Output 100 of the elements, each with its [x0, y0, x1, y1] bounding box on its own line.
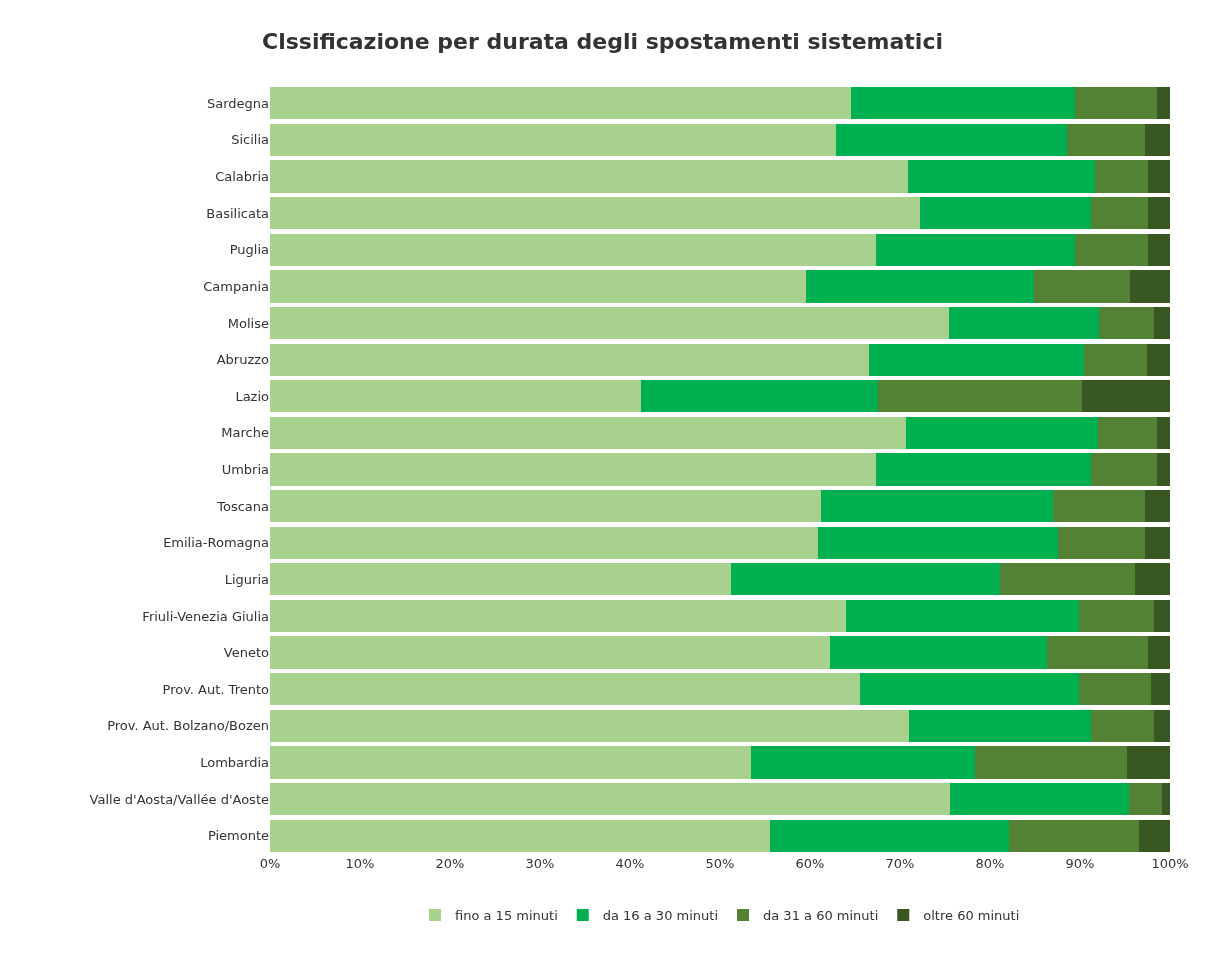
bar	[820, 490, 1053, 523]
bar	[270, 709, 909, 742]
x-tick-label: 50%	[705, 856, 735, 871]
y-tick-label: Puglia	[229, 242, 269, 258]
bar	[270, 782, 950, 816]
bar	[270, 343, 870, 376]
bar	[1129, 270, 1170, 303]
bar	[270, 87, 852, 120]
bar	[270, 416, 907, 449]
y-tick-label: Marche	[221, 425, 269, 441]
bar	[1151, 673, 1170, 706]
bar	[270, 599, 846, 633]
x-tick-label: 100%	[1151, 856, 1189, 871]
bar	[640, 380, 879, 413]
bar	[1153, 306, 1170, 340]
bar	[270, 490, 821, 523]
bar	[1148, 160, 1170, 193]
bar	[1034, 270, 1130, 303]
y-tick-label: Emilia-Romagna	[163, 535, 269, 551]
x-tick-label: 90%	[1065, 856, 1095, 871]
bar	[909, 709, 1091, 742]
bar	[1146, 343, 1170, 376]
bar	[908, 160, 1096, 193]
bar	[818, 526, 1059, 559]
bar	[919, 197, 1091, 230]
bar	[270, 233, 876, 266]
bar	[1126, 746, 1170, 779]
bar	[1134, 563, 1170, 596]
y-tick-label: Calabria	[215, 169, 269, 185]
x-tick-label: 0%	[259, 856, 281, 871]
bar	[270, 673, 861, 706]
x-tick-label: 40%	[615, 856, 645, 871]
bar	[270, 123, 837, 157]
bar	[270, 160, 909, 193]
bar	[1090, 709, 1154, 742]
bar	[1144, 123, 1170, 157]
bar	[875, 453, 1091, 486]
bar	[948, 306, 1099, 340]
bar	[1153, 709, 1170, 742]
bar	[949, 782, 1129, 816]
bar	[1079, 599, 1154, 633]
bar	[770, 819, 1009, 852]
bar	[1144, 526, 1170, 559]
bar	[1161, 782, 1170, 816]
bar	[270, 746, 751, 779]
legend-label: da 16 a 30 minuti	[602, 908, 719, 924]
bar	[860, 673, 1080, 706]
y-tick-label: Abruzzo	[216, 352, 270, 368]
bar	[829, 636, 1047, 669]
chart-title: Clssificazione per durata degli spostamenti sistematici	[262, 29, 943, 55]
bar	[730, 563, 1000, 596]
bar	[1148, 636, 1170, 669]
bar	[1079, 673, 1152, 706]
bar	[270, 526, 819, 559]
legend-label: oltre 60 minuti	[923, 908, 1020, 924]
x-tick-label: 80%	[975, 856, 1005, 871]
bar	[1053, 490, 1145, 523]
bar	[1098, 306, 1154, 340]
x-tick-label: 30%	[525, 856, 555, 871]
bar	[270, 380, 641, 413]
y-tick-label: Lombardia	[200, 755, 269, 770]
y-tick-label: Molise	[227, 315, 269, 331]
bar	[1066, 123, 1145, 157]
bar	[974, 746, 1127, 779]
bar	[851, 87, 1075, 120]
y-tick-label: Sicilia	[231, 132, 269, 148]
bar	[878, 380, 1082, 413]
bar	[1156, 453, 1170, 486]
bar	[1074, 87, 1157, 120]
bar	[1008, 819, 1139, 852]
y-tick-label: Friuli-Venezia Giulia	[142, 608, 269, 624]
legend-label: da 31 a 60 minuti	[763, 908, 879, 924]
bar	[270, 197, 920, 230]
y-tick-label: Prov. Aut. Bolzano/Bozen	[107, 718, 269, 734]
bar	[1083, 343, 1147, 376]
y-tick-label: Veneto	[223, 645, 270, 661]
bar	[1156, 416, 1170, 449]
bar	[806, 270, 1035, 303]
y-tick-label: Umbria	[221, 462, 269, 478]
bar	[1081, 380, 1170, 413]
y-tick-label: Liguria	[224, 571, 269, 587]
bar	[999, 563, 1135, 596]
x-tick-label: 10%	[345, 856, 375, 871]
bar	[1156, 87, 1170, 120]
bar	[1148, 197, 1170, 230]
bar	[270, 306, 949, 340]
bar	[869, 343, 1084, 376]
y-tick-label: Piemonte	[207, 828, 269, 844]
y-tick-label: Sardegna	[206, 95, 269, 111]
y-tick-label: Valle d'Aosta/Vallée d'Aoste	[89, 791, 269, 807]
y-tick-label: Prov. Aut. Trento	[162, 681, 270, 697]
bar	[270, 453, 876, 486]
y-tick-label: Campania	[203, 278, 269, 294]
bar	[1144, 490, 1170, 523]
y-tick-label: Toscana	[216, 498, 269, 514]
bar	[1138, 819, 1170, 852]
bar	[836, 123, 1067, 157]
bar	[906, 416, 1098, 449]
bar	[1153, 599, 1170, 633]
bar	[270, 636, 830, 669]
